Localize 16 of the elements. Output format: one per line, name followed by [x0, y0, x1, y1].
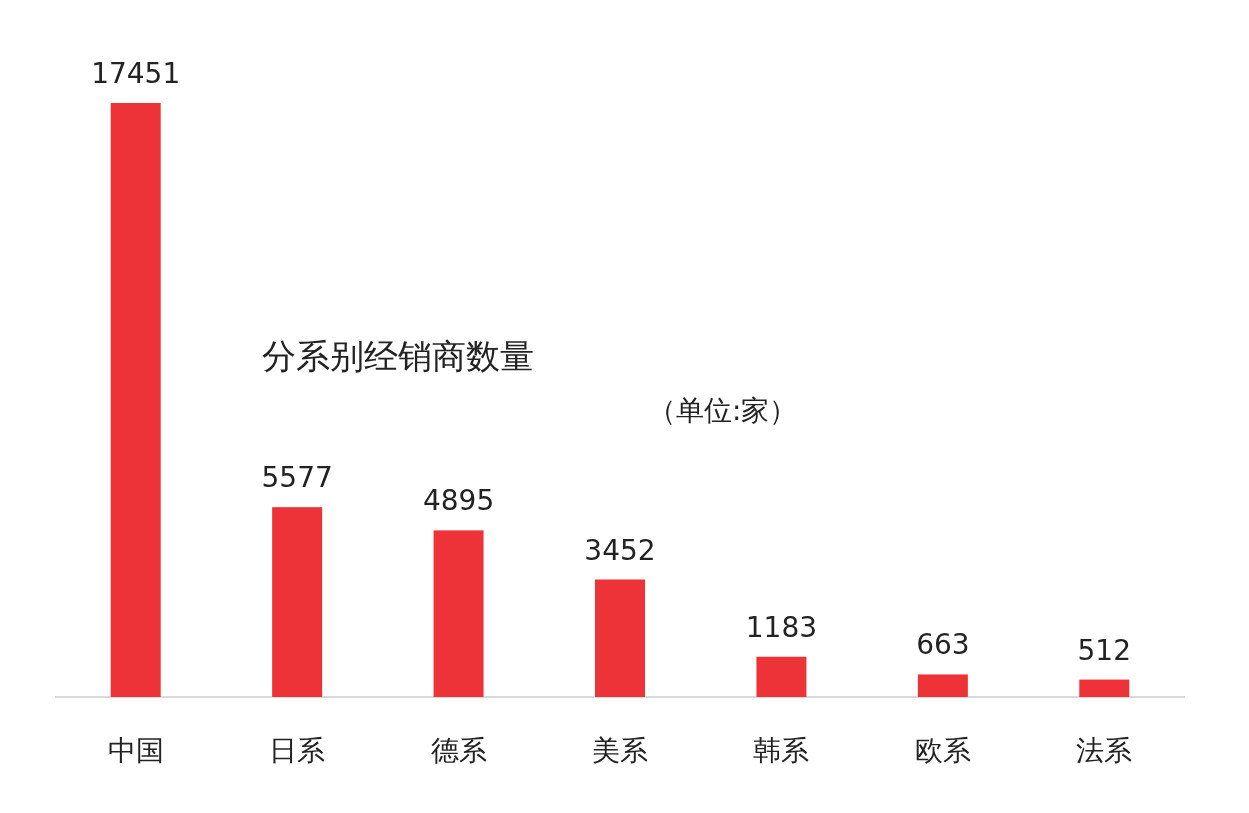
- x-tick-label: 欧系: [914, 734, 971, 767]
- data-label: 17451: [91, 57, 181, 90]
- data-label: 3452: [584, 533, 656, 567]
- data-label: 512: [1077, 633, 1132, 667]
- x-tick-label: 法系: [1076, 734, 1133, 767]
- data-label: 5577: [261, 461, 333, 495]
- x-tick-label: 日系: [269, 734, 326, 767]
- x-tick-label: 中国: [107, 734, 164, 767]
- data-label: 663: [916, 628, 970, 662]
- data-label: 1183: [745, 610, 818, 644]
- x-tick-label: 德系: [430, 734, 487, 767]
- text: （单位:家）: [648, 394, 798, 427]
- x-tick-label: 美系: [592, 734, 648, 767]
- x-tick-label: 韩系: [753, 734, 810, 767]
- text: 分系别经销商数量: [262, 336, 534, 376]
- data-label: 4895: [422, 484, 495, 518]
